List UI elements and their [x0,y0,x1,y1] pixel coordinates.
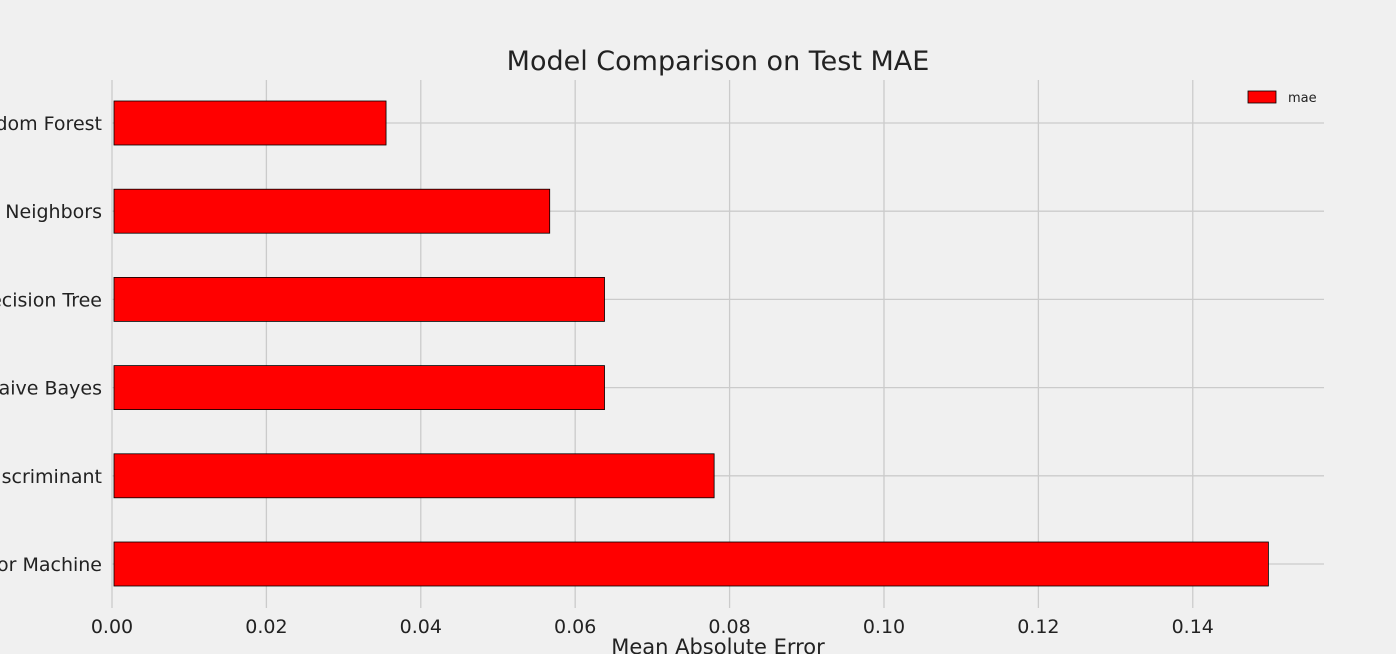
x-axis-label: Mean Absolute Error [611,635,825,654]
bar [113,453,715,499]
bar [113,188,551,234]
x-tick-label: 0.12 [1017,616,1059,638]
legend-swatch [1247,90,1277,104]
chart-title: Model Comparison on Test MAE [507,46,930,77]
category-label: ecision Tree [0,289,102,311]
bar [113,100,387,146]
category-label: tor Machine [0,554,102,576]
category-label: ndom Forest [0,113,102,135]
x-tick-labels: 0.00 0.02 0.04 0.06 0.08 0.10 0.12 0.14 [91,616,1214,638]
category-label: Naive Bayes [0,378,102,400]
bar [113,541,1269,587]
x-tick-label: 0.00 [91,616,133,638]
x-tick-label: 0.08 [708,616,750,638]
x-tick-label: 0.10 [863,616,905,638]
category-label: st Neighbors [0,201,102,223]
bar [113,276,605,322]
x-tick-label: 0.06 [554,616,596,638]
category-label: Discriminant [0,466,102,488]
grid [111,80,1324,608]
legend: mae [1247,90,1317,106]
x-tick-label: 0.14 [1172,616,1214,638]
x-tick-label: 0.04 [400,616,442,638]
legend-label: mae [1288,91,1317,106]
x-tick-label: 0.02 [245,616,287,638]
category-labels: ndom Forest st Neighbors ecision Tree Naive… [0,113,102,576]
bar [113,365,605,411]
bars [113,100,1269,587]
